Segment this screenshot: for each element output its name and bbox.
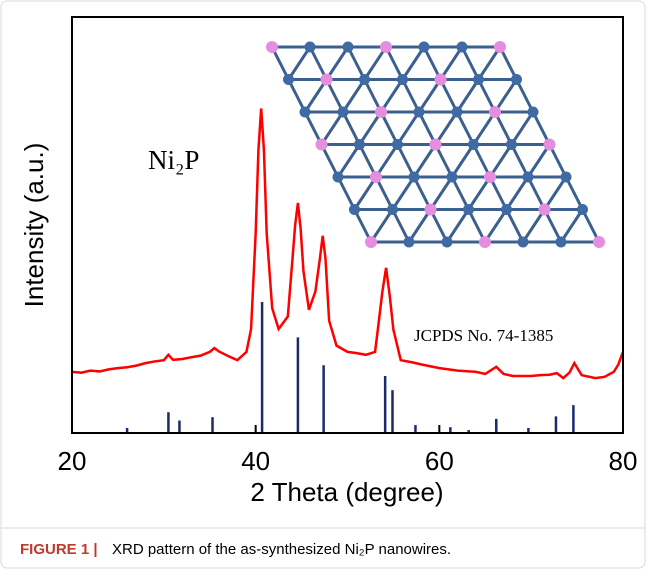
crystal-atom [305, 42, 316, 53]
crystal-atom [479, 236, 491, 248]
crystal-atom [501, 204, 512, 215]
crystal-bond [343, 80, 365, 113]
crystal-atom [354, 139, 365, 150]
crystal-atom [397, 74, 408, 85]
crystal-atom [577, 204, 588, 215]
crystal-atom [506, 139, 517, 150]
crystal-bond [403, 47, 425, 80]
crystal-atom [484, 171, 496, 183]
crystal-bond [452, 145, 474, 178]
y-axis-label: Intensity (a.u.) [19, 143, 49, 308]
crystal-atom [435, 74, 447, 86]
caption-label: FIGURE 1 | [20, 541, 98, 558]
figure: Ni₂P JCPDS No. 74-1385 2 Theta (degree) … [0, 0, 646, 569]
x-tick-label: 60 [425, 446, 454, 476]
crystal-atom [442, 237, 453, 248]
crystal-atom [404, 237, 415, 248]
reference-label: JCPDS No. 74-1385 [414, 326, 553, 345]
crystal-bond [398, 112, 420, 145]
crystal-atom [593, 236, 605, 248]
crystal-atom [343, 42, 354, 53]
crystal-atom [387, 204, 398, 215]
crystal-bond [289, 47, 311, 80]
crystal-atom [419, 42, 430, 53]
crystal-bond [393, 177, 415, 210]
crystal-atom [321, 74, 333, 86]
x-tick-label: 40 [241, 446, 270, 476]
crystal-bond [447, 210, 469, 243]
crystal-atom [283, 74, 294, 85]
crystal-atom [511, 74, 522, 85]
crystal-atom [430, 139, 442, 151]
crystal-atom [528, 107, 539, 118]
x-tick-label: 20 [58, 446, 87, 476]
crystal-atom [316, 139, 328, 151]
crystal-bond [512, 112, 534, 145]
crystal-bond [457, 80, 479, 113]
crystal-bond [507, 177, 529, 210]
x-axis-label: 2 Theta (degree) [250, 477, 443, 507]
crystal-atom [425, 204, 437, 216]
crystal-atom [392, 139, 403, 150]
crystal-atom [365, 236, 377, 248]
crystal-atom [452, 107, 463, 118]
crystal-atom [333, 172, 344, 183]
crystal-atom [457, 42, 468, 53]
crystal-atom [447, 172, 458, 183]
crystal-atom [518, 237, 529, 248]
crystal-bond [561, 210, 583, 243]
crystal-atom [468, 139, 479, 150]
caption-text: XRD pattern of the as-synthesized Ni₂P n… [112, 541, 451, 558]
crystal-atom [266, 41, 278, 53]
crystal-atom [473, 74, 484, 85]
crystal-atom [414, 107, 425, 118]
crystal-structure-inset [266, 41, 605, 248]
crystal-atom [539, 204, 551, 216]
x-tick-label: 80 [609, 446, 638, 476]
crystal-atom [489, 106, 501, 118]
crystal-atom [359, 74, 370, 85]
crystal-atom [544, 139, 556, 151]
crystal-atom [338, 107, 349, 118]
crystal-bond [338, 145, 360, 178]
crystal-atom [370, 171, 382, 183]
crystal-atom [494, 41, 506, 53]
crystal-atom [375, 106, 387, 118]
crystal-atom [349, 204, 360, 215]
crystal-atom [463, 204, 474, 215]
crystal-atom [556, 237, 567, 248]
crystal-atom [523, 172, 534, 183]
compound-label: Ni₂P [148, 145, 199, 175]
crystal-atom [380, 41, 392, 53]
crystal-atom [561, 172, 572, 183]
crystal-atom [300, 107, 311, 118]
crystal-atom [409, 172, 420, 183]
